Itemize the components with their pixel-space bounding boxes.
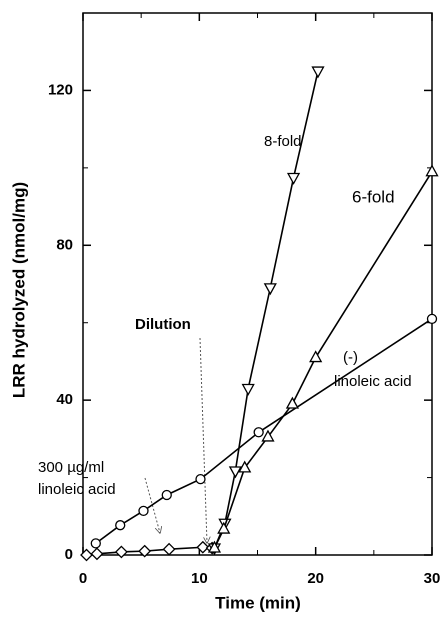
point: [253, 427, 264, 438]
arrow: [199, 337, 207, 543]
point: [138, 544, 152, 558]
x-tick-label: 10: [191, 570, 208, 587]
x-tick-label: 0: [79, 570, 87, 587]
annotation: 6-fold: [352, 187, 395, 206]
y-tick-label: 40: [56, 391, 73, 408]
point: [90, 538, 101, 549]
annotation: 8-fold: [264, 133, 302, 150]
point: [238, 460, 252, 473]
point: [162, 542, 176, 556]
point: [217, 521, 231, 534]
point: [90, 547, 104, 561]
point: [196, 540, 210, 554]
point: [426, 313, 438, 324]
annotation: (-): [343, 349, 358, 366]
point: [115, 520, 126, 531]
plot-frame: [82, 12, 433, 556]
point: [309, 350, 323, 363]
point: [285, 396, 299, 409]
point: [425, 164, 439, 177]
x-tick-label: 20: [307, 570, 324, 587]
annotation: linoleic acid: [334, 373, 412, 390]
point: [286, 172, 301, 185]
point: [228, 466, 242, 479]
point: [263, 283, 277, 296]
point: [161, 489, 172, 501]
annotation: 300 µg/ml: [38, 459, 104, 476]
annotation: Dilution: [135, 316, 191, 333]
y-axis-label: LRR hydrolyzed (nmol/mg): [9, 182, 28, 398]
point: [195, 473, 206, 485]
series-line: [213, 171, 433, 549]
x-axis-label: Time (min): [215, 593, 301, 612]
point: [114, 545, 128, 559]
x-tick-label: 30: [424, 570, 441, 587]
point: [261, 429, 275, 442]
point: [241, 383, 255, 396]
y-tick-label: 120: [48, 81, 73, 98]
point: [207, 540, 222, 553]
point: [311, 66, 325, 79]
annotation: linoleic acid: [38, 481, 116, 498]
y-tick-label: 0: [65, 546, 73, 563]
y-tick-label: 80: [56, 236, 73, 253]
point: [138, 505, 149, 517]
point: [80, 548, 93, 562]
